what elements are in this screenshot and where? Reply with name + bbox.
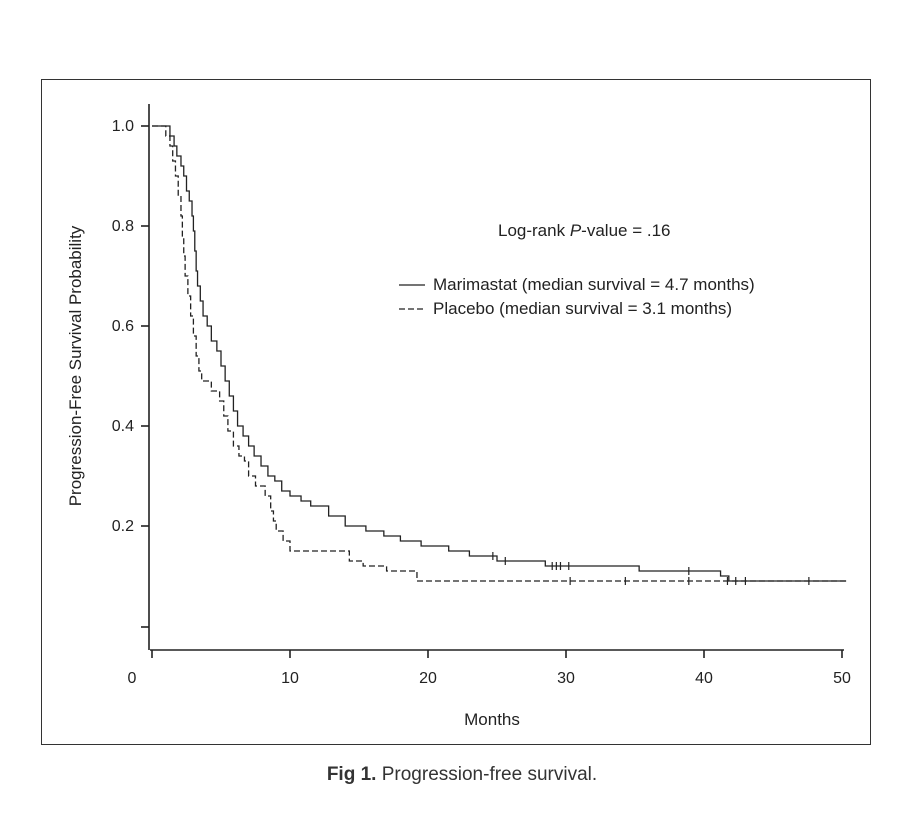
legend-label-marimastat: Marimastat (median survival = 4.7 months… [433,275,755,294]
y-axis-label: Progression-Free Survival Probability [66,225,85,506]
figure-caption: Fig 1. Progression-free survival. [0,764,924,786]
caption-text: Progression-free survival. [376,764,598,785]
logrank-annotation: Log-rank P-value = .16 [498,221,670,240]
series-layer [152,125,847,585]
y-tick-label: 0.2 [112,518,134,535]
x-axis-label: Months [464,710,520,729]
y-tick-label: 1.0 [112,118,134,135]
marimastat-curve [152,125,847,582]
x-tick-label: 50 [833,670,851,687]
y-tick-label: 0.6 [112,318,134,335]
y-tick-label: 0.8 [112,218,134,235]
survival-chart: 0.2 0.4 0.6 0.8 1.0 0 10 20 30 40 50 Months Progress… [66,104,851,729]
annotation-layer: Log-rank P-value = .16 [498,221,670,240]
legend: Marimastat (median survival = 4.7 months… [399,275,755,318]
x-tick-label: 0 [128,670,137,687]
x-tick-label: 40 [695,670,713,687]
y-tick-label: 0.4 [112,418,134,435]
x-tick-label: 10 [281,670,299,687]
placebo-curve [152,125,847,582]
x-tick-label: 20 [419,670,437,687]
legend-label-placebo: Placebo (median survival = 3.1 months) [433,299,732,318]
x-tick-label: 30 [557,670,575,687]
caption-label: Fig 1. [326,764,377,785]
axes: 0.2 0.4 0.6 0.8 1.0 0 10 20 30 40 50 Months Progress… [66,104,851,729]
figure-frame: 0.2 0.4 0.6 0.8 1.0 0 10 20 30 40 50 Months Progress… [41,79,871,745]
